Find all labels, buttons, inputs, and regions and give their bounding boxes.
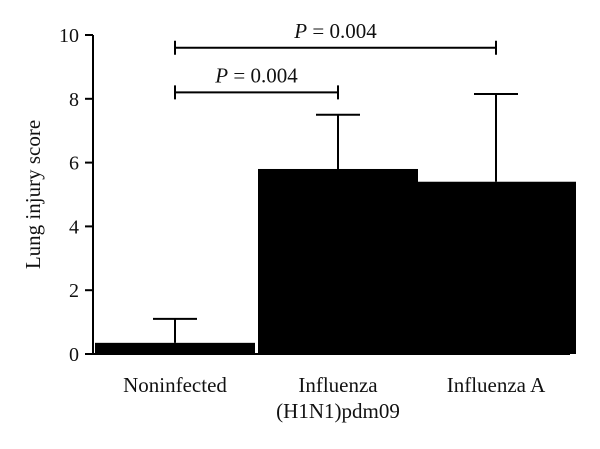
y-axis-ticks: 0 2 4 6 8 10 <box>59 25 93 366</box>
p-value-symbol: P <box>214 63 228 87</box>
bar <box>258 168 418 354</box>
y-tick-label: 4 <box>69 216 79 238</box>
p-value-label: P = 0.004 <box>293 19 377 43</box>
x-category-label: Noninfected <box>123 373 227 397</box>
significance-bracket <box>174 85 339 100</box>
x-category-label-line: Influenza A <box>447 373 546 397</box>
bars <box>95 168 576 354</box>
y-tick-label: 10 <box>59 25 79 47</box>
x-category-label-line: Influenza <box>298 373 378 397</box>
x-category-label-line: Noninfected <box>123 373 227 397</box>
p-value-label: P = 0.004 <box>214 63 298 87</box>
bar <box>95 342 255 354</box>
y-axis-label: Lung injury score <box>21 120 45 269</box>
y-tick-label: 8 <box>69 89 79 111</box>
x-category-label: Influenza (H1N1)pdm09 <box>276 373 400 423</box>
p-value-text: = 0.004 <box>228 63 298 87</box>
x-axis-labels: Noninfected Influenza (H1N1)pdm09Influenza… <box>123 373 546 423</box>
error-bars <box>153 93 518 343</box>
y-tick-label: 0 <box>69 344 79 366</box>
x-category-label: Influenza A <box>447 373 546 397</box>
bar <box>416 181 576 354</box>
y-tick-label: 2 <box>69 280 79 302</box>
y-tick-label: 6 <box>69 153 79 175</box>
significance-bracket <box>174 40 497 55</box>
p-value-text: = 0.004 <box>307 19 377 43</box>
p-value-symbol: P <box>293 19 307 43</box>
x-category-label-line: (H1N1)pdm09 <box>276 399 400 423</box>
